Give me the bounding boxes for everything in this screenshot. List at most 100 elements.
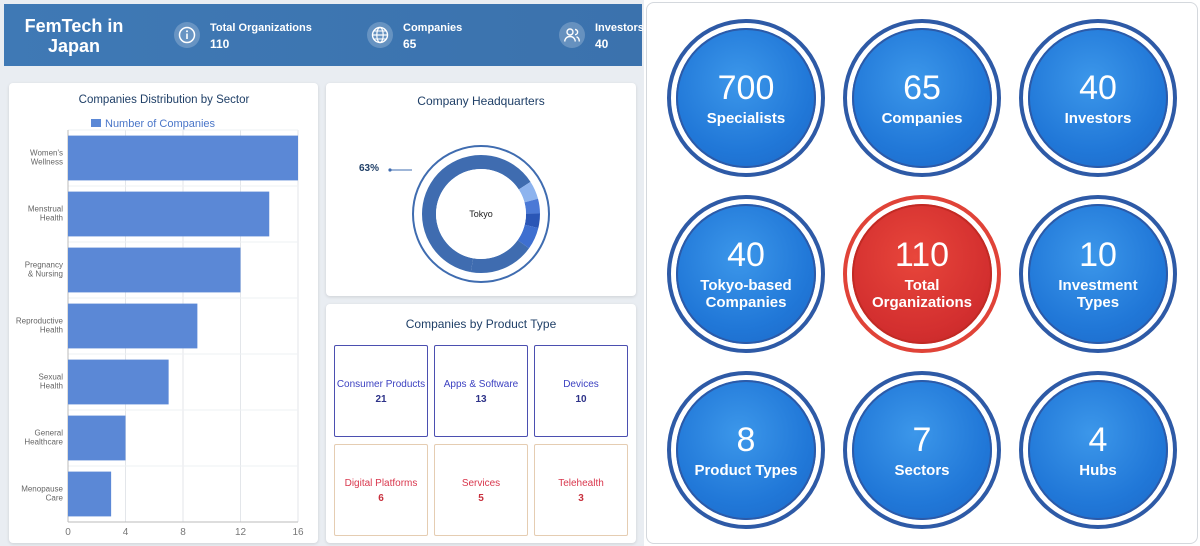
metrics-panel: 700 Specialists 65 Companies 40 Investors 4…: [646, 2, 1198, 544]
metric-label: Product Types: [694, 461, 798, 479]
product-card-apps-software[interactable]: Apps & Software 13: [434, 345, 528, 437]
stat-label: Companies: [403, 22, 463, 34]
metric-hubs: 4 Hubs: [1019, 371, 1177, 529]
y-tick-label: & Nursing: [28, 270, 63, 279]
legend-swatch: [91, 119, 101, 127]
stat-value: 65: [403, 37, 417, 51]
y-tick-label: Sexual: [39, 373, 64, 382]
product-card-consumer-products[interactable]: Consumer Products 21: [334, 345, 428, 437]
metric-value: 40: [1079, 68, 1117, 107]
x-tick-label: 16: [292, 527, 304, 538]
metric-companies: 65 Companies: [843, 19, 1001, 177]
dashboard-panel: FemTech in Japan Total Organizations 110…: [0, 0, 644, 546]
y-tick-label: Pregnancy: [25, 261, 63, 270]
sector-bar-chart: Companies Distribution by Sector Number …: [16, 94, 304, 538]
bar: [68, 303, 198, 349]
sector-chart-panel: Companies Distribution by Sector Number …: [9, 83, 318, 543]
donut-hole: [436, 169, 526, 259]
y-tick-label: General: [35, 429, 64, 438]
donut-slice: [422, 155, 540, 273]
metric-value: 4: [1088, 420, 1108, 459]
product-card-services[interactable]: Services 5: [434, 444, 528, 536]
bar: [68, 415, 126, 461]
product-type-panel: Companies by Product Type Consumer Produ…: [326, 304, 636, 543]
bar: [68, 247, 241, 293]
metric-specialists: 700 Specialists: [667, 19, 825, 177]
card-value: 10: [575, 393, 587, 405]
x-tick-label: 0: [65, 527, 71, 538]
y-tick-label: Healthcare: [24, 438, 63, 447]
metric-total-organizations: 110 Total Organizations: [843, 195, 1001, 353]
metric-tokyo-based-companies: 40 Tokyo-based Companies: [667, 195, 825, 353]
y-tick-label: Menopause: [21, 485, 63, 494]
metric-value: 8: [736, 420, 756, 459]
bar: [68, 359, 169, 405]
card-label: Services: [461, 477, 501, 489]
y-tick-label: Health: [40, 214, 63, 223]
metric-label: Investors: [1064, 109, 1132, 127]
metric-value: 110: [894, 236, 950, 274]
metric-label: Investment Types: [1058, 277, 1138, 311]
metric-sectors: 7 Sectors: [843, 371, 1001, 529]
metric-value: 65: [903, 68, 941, 107]
card-label: Digital Platforms: [344, 477, 418, 489]
card-value: 13: [475, 393, 487, 405]
metric-label: Total Organizations: [871, 277, 972, 311]
app-title: FemTech in Japan: [24, 16, 124, 56]
card-label: Telehealth: [558, 477, 604, 489]
product-card-telehealth[interactable]: Telehealth 3: [534, 444, 628, 536]
y-tick-label: Health: [40, 326, 63, 335]
y-tick-label: Reproductive: [16, 317, 64, 326]
metric-label: Tokyo-based Companies: [700, 277, 792, 311]
dashboard-header: FemTech in Japan Total Organizations 110…: [4, 4, 644, 66]
card-label: Apps & Software: [443, 378, 519, 390]
donut-outer-ring: [412, 145, 550, 283]
bar: [68, 191, 270, 237]
metric-value: 40: [727, 236, 765, 274]
users-icon: [559, 22, 585, 48]
metric-investment-types: 10 Investment Types: [1019, 195, 1177, 353]
metric-value: 7: [912, 420, 932, 459]
stat-value: 110: [210, 37, 230, 51]
card-label: Devices: [563, 378, 599, 390]
metric-label: Sectors: [894, 461, 950, 479]
stat-value: 40: [595, 37, 609, 51]
metric-label: Specialists: [706, 109, 786, 127]
headquarters-title: Company Headquarters: [417, 94, 545, 108]
metric-product-types: 8 Product Types: [667, 371, 825, 529]
product-card-digital-platforms[interactable]: Digital Platforms 6: [334, 444, 428, 536]
donut-center-label: Tokyo: [469, 209, 493, 219]
y-tick-label: Women's: [30, 149, 63, 158]
info-icon: [174, 22, 200, 48]
card-label: Consumer Products: [336, 378, 426, 390]
stat-label: Investors: [595, 22, 644, 34]
y-tick-label: Wellness: [31, 158, 63, 167]
x-tick-label: 4: [123, 527, 129, 538]
percent-leader-dot: [388, 168, 392, 172]
card-value: 3: [578, 492, 584, 504]
chart-title: Companies Distribution by Sector: [79, 94, 250, 106]
y-tick-label: Care: [46, 494, 64, 503]
y-tick-label: Menstrual: [28, 205, 63, 214]
product-type-title: Companies by Product Type: [405, 317, 557, 331]
metric-value: 700: [717, 68, 775, 107]
headquarters-panel: Company Headquarters 63% Tokyo: [326, 83, 636, 296]
headquarters-donut-chart: 63% Tokyo: [359, 145, 550, 283]
metric-label: Companies: [881, 109, 963, 127]
metric-label: Hubs: [1079, 461, 1117, 479]
y-tick-label: Health: [40, 382, 63, 391]
card-value: 6: [378, 492, 384, 504]
globe-icon: [367, 22, 393, 48]
metric-investors: 40 Investors: [1019, 19, 1177, 177]
x-tick-label: 12: [235, 527, 247, 538]
legend-label: Number of Companies: [105, 118, 216, 130]
card-value: 21: [375, 393, 387, 405]
donut-slice: [422, 155, 540, 273]
metric-value: 10: [1079, 236, 1117, 274]
bar: [68, 135, 298, 181]
percent-label: 63%: [359, 163, 379, 174]
stat-label: Total Organizations: [210, 22, 312, 34]
bar: [68, 471, 112, 517]
x-tick-label: 8: [180, 527, 186, 538]
product-card-devices[interactable]: Devices 10: [534, 345, 628, 437]
